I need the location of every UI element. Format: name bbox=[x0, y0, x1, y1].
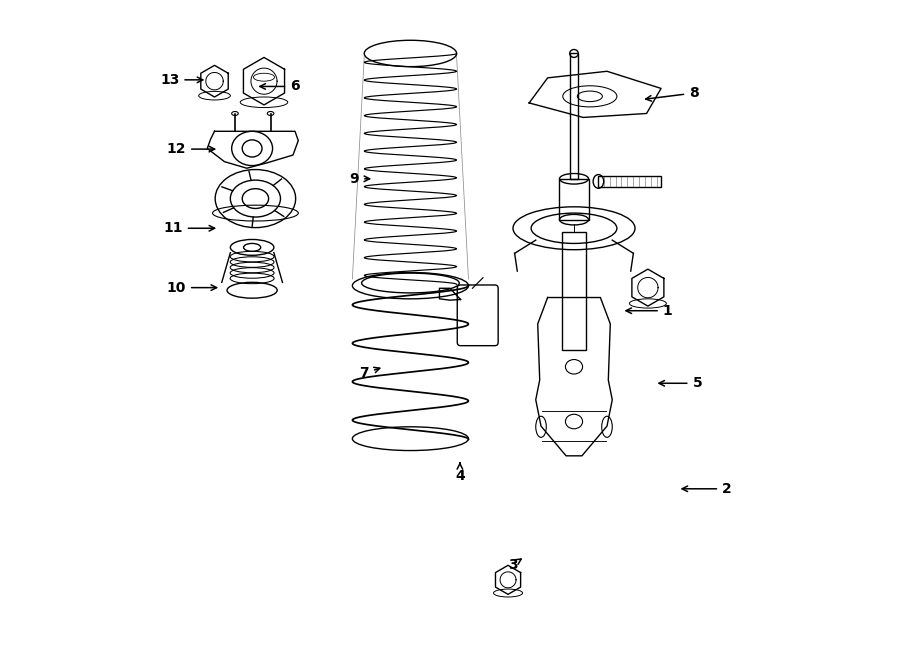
Bar bbox=[560, 178, 589, 219]
Text: 1: 1 bbox=[626, 303, 672, 318]
Bar bbox=[562, 231, 586, 350]
Text: 13: 13 bbox=[160, 73, 202, 87]
Bar bbox=[598, 176, 662, 186]
Bar bbox=[570, 54, 579, 178]
Text: 8: 8 bbox=[645, 86, 699, 101]
Text: 7: 7 bbox=[359, 366, 380, 380]
Text: 4: 4 bbox=[455, 463, 464, 483]
Text: 2: 2 bbox=[682, 482, 732, 496]
Text: 10: 10 bbox=[166, 281, 217, 295]
Text: 12: 12 bbox=[166, 142, 215, 156]
Text: 3: 3 bbox=[508, 558, 521, 572]
Text: 5: 5 bbox=[659, 376, 702, 390]
Text: 11: 11 bbox=[163, 221, 215, 235]
Text: 6: 6 bbox=[260, 79, 300, 93]
Text: 9: 9 bbox=[349, 172, 370, 186]
